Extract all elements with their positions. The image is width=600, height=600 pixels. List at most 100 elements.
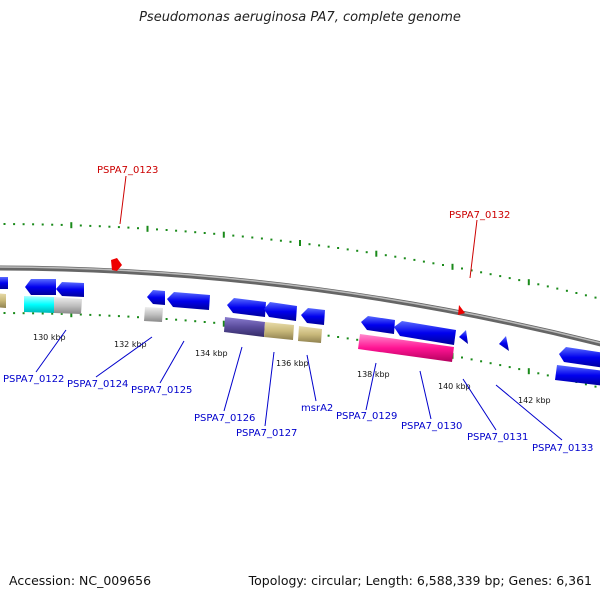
outer-tick-41 [384,254,387,257]
inner-tick-23 [213,321,216,324]
genome-summary-text: Topology: circular; Length: 6,588,339 bp… [248,573,592,588]
label-msrA2[interactable]: msrA2 [301,403,333,414]
reverse-features [0,277,600,386]
cds-bar-cyan-PSPA7_0122[interactable] [24,296,54,313]
label-PSPA7_0132[interactable]: PSPA7_0132 [449,210,510,221]
gene-arrow-PSPA7_0131-b[interactable] [499,336,509,351]
leader-PSPA7_0132 [469,219,478,279]
outer-tick-11 [98,225,101,228]
inner-tick-12 [108,314,111,317]
outer-tick-22 [203,232,206,234]
cds-bar-pink-PSPA7_0129[interactable] [358,334,454,362]
outer-tick-34 [318,244,321,247]
outer-tick-61 [575,292,578,294]
label-PSPA7_0129[interactable]: PSPA7_0129 [336,411,397,422]
inner-tick-3 [22,312,25,315]
label-PSPA7_0125[interactable]: PSPA7_0125 [131,385,192,396]
outer-tick-19 [175,229,178,232]
inner-tick-51 [480,360,483,363]
outer-tick-10 [89,224,92,227]
inner-tick-52 [489,362,492,365]
outer-tick-57 [537,283,540,286]
cds-bar-grey-PSPA7_0124[interactable] [144,307,163,322]
leader-msrA2 [306,354,317,402]
gene-arrow-PSPA7_0124[interactable] [147,290,165,305]
gene-arrow-PSPA7_0122-b[interactable] [25,279,56,295]
tick-label-134: 134 kbp [195,349,228,358]
outer-tick-48 [451,263,454,270]
outer-tick-14 [127,226,130,229]
outer-tick-36 [337,247,340,249]
cds-bar-olive-msrA2[interactable] [298,326,322,343]
label-PSPA7_0130[interactable]: PSPA7_0130 [401,421,462,432]
genome-backbone [0,265,600,347]
gene-arrow-PSPA7_0133[interactable] [559,347,600,368]
inner-tick-19 [175,318,178,321]
label-PSPA7_0126[interactable]: PSPA7_0126 [194,413,255,424]
outer-tick-7 [60,223,63,226]
cds-bar-olive-PSPA7_0122[interactable] [0,293,6,308]
outer-tick-31 [289,240,292,243]
outer-tick-16 [146,225,149,232]
gene-arrow-PSPA7_0130[interactable] [394,321,456,345]
cds-bar-olive-PSPA7_0127[interactable] [264,322,294,340]
leader-PSPA7_0122 [35,329,67,373]
tick-label-130: 130 kbp [33,333,66,342]
inner-tick-13 [117,315,120,318]
outer-tick-9 [79,224,82,227]
inner-tick-9 [79,313,82,316]
outer-tick-21 [194,231,197,234]
outer-tick-29 [270,238,273,241]
inner-tick-2 [13,312,16,315]
leader-PSPA7_0127 [264,351,275,427]
trna-marker-PSPA7_0132[interactable] [458,305,465,315]
outer-tick-28 [260,237,263,240]
inner-tick-11 [98,314,101,317]
gene-bar-PSPA7_0133[interactable] [555,365,600,386]
outer-tick-52 [489,273,492,276]
label-PSPA7_0131[interactable]: PSPA7_0131 [467,432,528,443]
cds-bar-purple-PSPA7_0126[interactable] [224,317,265,337]
outer-tick-62 [584,294,587,297]
gene-labels: PSPA7_0123 PSPA7_0132 PSPA7_0122 PSPA7_0… [3,165,593,454]
inner-tick-18 [165,318,168,320]
gene-arrow-PSPA7_0126-b[interactable] [264,302,297,321]
outer-tick-5 [41,223,44,226]
gene-arrow-msrA2[interactable] [301,308,325,325]
label-PSPA7_0122[interactable]: PSPA7_0122 [3,374,64,385]
label-PSPA7_0127[interactable]: PSPA7_0127 [236,428,297,439]
label-PSPA7_0123[interactable]: PSPA7_0123 [97,165,158,176]
genome-title: Pseudomonas aeruginosa PA7, complete gen… [139,10,461,25]
inner-tick-36 [337,336,340,338]
inner-tick-55 [518,368,521,371]
trna-marker-PSPA7_0123[interactable] [111,258,122,271]
gene-arrow-PSPA7_0131[interactable] [459,330,468,344]
inner-tick-58 [546,374,549,377]
outer-tick-53 [499,275,502,278]
forward-features [111,258,465,315]
cds-bar-grey-PSPA7_0122[interactable] [54,297,82,314]
outer-tick-26 [241,235,244,238]
outer-tick-track [3,222,597,299]
inner-tick-63 [594,385,597,388]
outer-tick-35 [327,245,330,248]
leader-PSPA7_0129 [365,362,377,411]
gene-arrow-PSPA7_0122-c[interactable] [56,282,84,297]
outer-tick-13 [117,226,120,229]
label-PSPA7_0133[interactable]: PSPA7_0133 [532,443,593,454]
inner-tick-5 [41,312,44,315]
outer-tick-12 [108,225,111,228]
inner-tick-7 [60,312,63,315]
gene-arrow-PSPA7_0125[interactable] [167,292,210,310]
outer-tick-30 [279,239,282,242]
inner-tick-57 [537,372,540,375]
gene-arrow-PSPA7_0122-a[interactable] [0,277,8,289]
outer-tick-63 [594,296,597,299]
inner-tick-20 [184,319,187,322]
gene-arrow-PSPA7_0126-a[interactable] [227,298,266,317]
gene-arrow-PSPA7_0129[interactable] [361,316,395,334]
outer-tick-56 [527,279,530,286]
outer-tick-25 [232,234,235,237]
label-PSPA7_0124[interactable]: PSPA7_0124 [67,379,128,390]
